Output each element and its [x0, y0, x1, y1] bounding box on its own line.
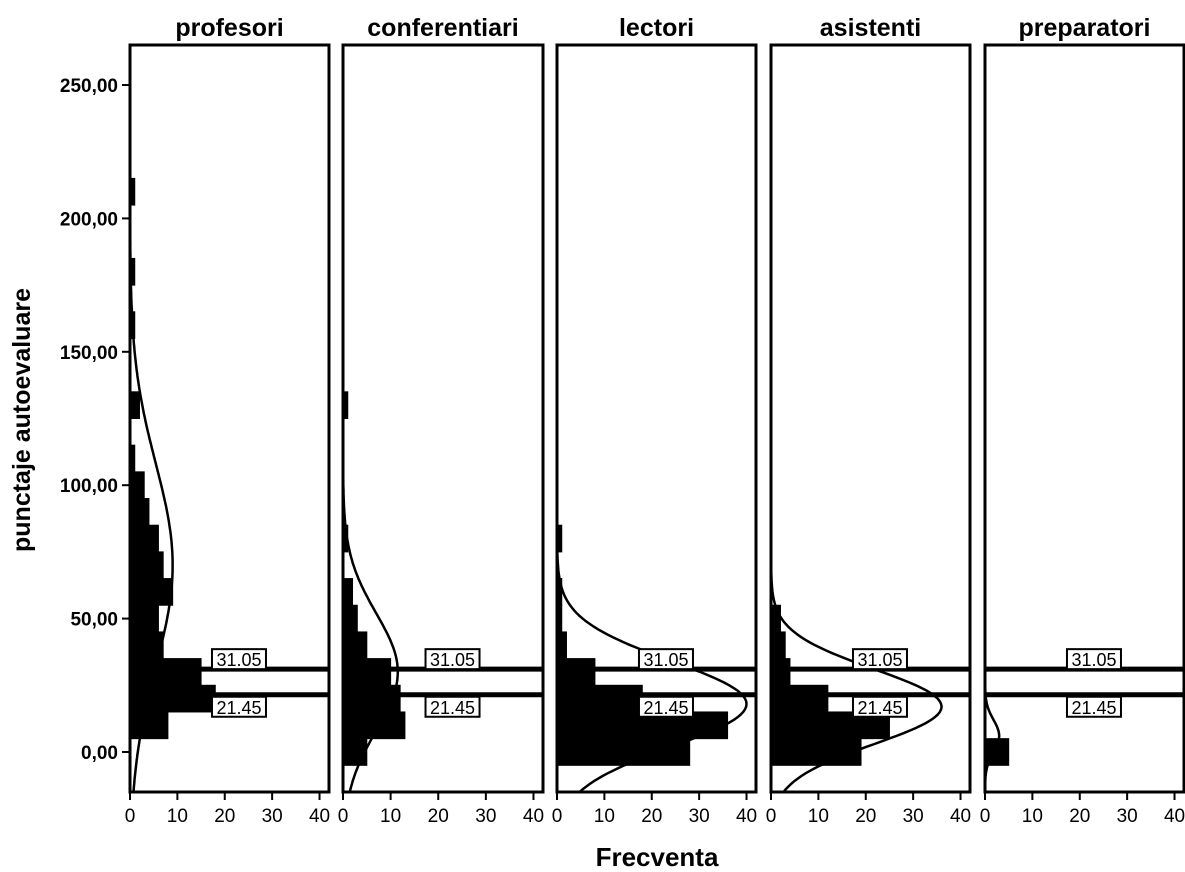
reference-label-box: [1065, 648, 1122, 671]
x-tick-label: 40: [950, 806, 971, 827]
y-tick-label: 250,00: [60, 76, 118, 97]
histogram-bar: [129, 604, 159, 633]
histogram-bar: [556, 604, 563, 633]
panel-lectori: lectori 31.05 21.45: [555, 14, 758, 794]
histogram-bar: [342, 578, 354, 606]
reference-label-box: [210, 648, 267, 671]
y-tick-label: 100,00: [60, 476, 118, 497]
x-tick-label: 30: [689, 806, 710, 827]
panel-frame: [769, 43, 972, 794]
histogram-bar: [129, 658, 202, 686]
y-axis-label: punctaje autoevaluare: [8, 288, 36, 552]
panel-title: profesori: [175, 14, 283, 42]
x-tick-label: 0: [552, 806, 563, 827]
x-tick-label: 10: [1022, 806, 1043, 827]
panel-title: lectori: [619, 14, 694, 42]
x-tick-label: 10: [167, 806, 188, 827]
y-tick-label: 150,00: [60, 343, 118, 364]
histogram-bar: [342, 631, 368, 660]
panel-conferentiari: conferentiari 31.05 21.45: [341, 14, 545, 794]
x-tick-label: 20: [855, 806, 876, 827]
reference-label-box: [1065, 695, 1122, 718]
x-tick-label: 0: [766, 806, 777, 827]
y-tick-label: 200,00: [60, 209, 118, 230]
histogram-bar: [342, 684, 401, 713]
panel-title: conferentiari: [367, 14, 518, 42]
histogram-bar: [129, 444, 136, 473]
panels: profesori 31.05 21.45 conferentiari 31.05 21.…: [128, 14, 1185, 794]
x-tick-label: 10: [594, 806, 615, 827]
panel-profesori: profesori 31.05 21.45: [128, 14, 331, 794]
reference-label: 21.45: [643, 698, 688, 718]
reference-label-box: [637, 695, 694, 718]
x-tick-label: 0: [338, 806, 349, 827]
x-tick-label: 20: [428, 806, 449, 827]
reference-label: 31.05: [643, 650, 688, 670]
panel-asistenti: asistenti 31.05 21.45: [769, 14, 972, 794]
reference-label-box: [424, 648, 481, 671]
histogram-bar: [556, 684, 643, 713]
y-tick-label: 50,00: [70, 610, 118, 631]
x-tick-label: 40: [309, 806, 330, 827]
reference-label-box: [424, 695, 481, 718]
reference-label: 21.45: [857, 698, 902, 718]
reference-label: 31.05: [216, 650, 261, 670]
x-tick-label: 30: [262, 806, 283, 827]
x-tick-label: 20: [1069, 806, 1090, 827]
y-axis: 0,00 50,00 100,00 150,00 200,00 250,00: [60, 76, 130, 764]
normal-curve: [983, 45, 1001, 793]
y-tick-label: 0,00: [81, 743, 118, 764]
histogram-bar: [129, 684, 216, 713]
histogram-bar: [129, 498, 150, 526]
x-tick-label: 10: [808, 806, 829, 827]
x-tick-label: 40: [523, 806, 544, 827]
reference-label-box: [210, 695, 267, 718]
histogram-bar: [342, 658, 392, 686]
histogram-bar: [556, 658, 596, 686]
histogram-bar: [770, 684, 829, 713]
reference-label: 21.45: [430, 698, 475, 718]
reference-label: 21.45: [1071, 698, 1116, 718]
reference-label: 31.05: [857, 650, 902, 670]
x-axis-ticks: 0 10 20 30 40 0 10 20 30 40 0 10 20 30 40 0 10 20 30 40 0 10 2…: [125, 792, 1185, 827]
histogram-bar: [129, 578, 174, 606]
panel-title: asistenti: [820, 14, 921, 42]
histogram-bar: [770, 631, 786, 660]
x-tick-label: 30: [903, 806, 924, 827]
histogram-bar: [556, 738, 691, 766]
reference-label-box: [851, 695, 908, 718]
reference-label: 21.45: [216, 698, 261, 718]
panel-title: preparatori: [1019, 14, 1151, 42]
x-tick-label: 30: [475, 806, 496, 827]
histogram-bar: [342, 604, 358, 633]
reference-label-box: [637, 648, 694, 671]
x-tick-label: 20: [214, 806, 235, 827]
histogram-bar: [770, 658, 791, 686]
panel-frame: [983, 43, 1185, 794]
x-tick-label: 40: [1164, 806, 1185, 827]
reference-label: 31.05: [430, 650, 475, 670]
x-tick-label: 20: [641, 806, 662, 827]
histogram-bar: [129, 524, 159, 553]
histogram-bar: [129, 391, 140, 420]
histogram-bar: [770, 738, 862, 766]
histogram-bar: [556, 631, 567, 660]
x-axis-label: Frecventa: [596, 842, 719, 872]
panel-preparatori: preparatori 31.05 21.45: [983, 14, 1185, 794]
histogram-bar: [129, 471, 145, 500]
x-tick-label: 10: [380, 806, 401, 827]
reference-label: 31.05: [1071, 650, 1116, 670]
x-tick-label: 30: [1117, 806, 1138, 827]
x-tick-label: 0: [125, 806, 136, 827]
histogram-bar: [129, 711, 169, 740]
x-tick-label: 0: [980, 806, 991, 827]
histogram-bar: [342, 711, 406, 740]
histogram-bar: [129, 551, 164, 580]
normal-curve: [769, 45, 943, 793]
reference-label-box: [851, 648, 908, 671]
x-tick-label: 40: [736, 806, 757, 827]
